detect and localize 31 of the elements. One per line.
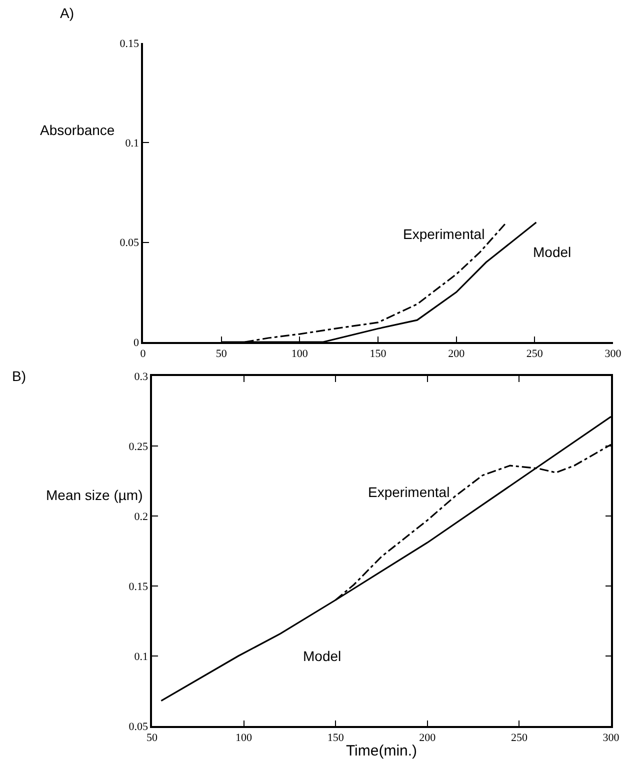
y-axis-title: Absorbance bbox=[40, 122, 115, 138]
x-tick-label: 250 bbox=[510, 732, 528, 744]
y-tick-label: 0.3 bbox=[134, 370, 149, 383]
y-tick-label: 0.1 bbox=[125, 138, 140, 150]
series-label: Experimental bbox=[368, 484, 450, 500]
y-tick-label: 0.05 bbox=[120, 237, 140, 250]
x-tick-label: 100 bbox=[291, 348, 308, 360]
y-tick-label: 0.15 bbox=[128, 580, 149, 593]
x-axis-title: Time(min.) bbox=[346, 742, 418, 760]
x-tick-label: 50 bbox=[146, 732, 158, 744]
y-tick-label: 0.05 bbox=[128, 720, 149, 733]
x-tick-label: 300 bbox=[604, 348, 622, 360]
series-label: Experimental bbox=[403, 226, 485, 242]
x-tick-label: 200 bbox=[419, 732, 436, 744]
y-tick-label: 0.15 bbox=[120, 38, 140, 50]
x-tick-label: 150 bbox=[327, 732, 344, 744]
y-tick-label: 0.1 bbox=[134, 650, 148, 663]
x-tick-label: 200 bbox=[448, 348, 466, 360]
series-label: Model bbox=[303, 648, 342, 664]
text: B) bbox=[12, 368, 26, 384]
y-tick-label: 0.25 bbox=[128, 440, 149, 453]
x-tick-label: 150 bbox=[370, 348, 387, 360]
text: A) bbox=[60, 5, 74, 21]
x-tick-label: 100 bbox=[236, 732, 253, 744]
y-tick-label: 0 bbox=[134, 336, 140, 349]
y-axis-title: Mean size (µm) bbox=[46, 487, 143, 503]
series-label: Model bbox=[533, 244, 572, 260]
x-tick-label: 50 bbox=[216, 348, 228, 360]
x-tick-label: 300 bbox=[602, 732, 620, 744]
x-tick-label: 250 bbox=[526, 348, 544, 360]
y-tick-label: 0.2 bbox=[134, 510, 148, 523]
